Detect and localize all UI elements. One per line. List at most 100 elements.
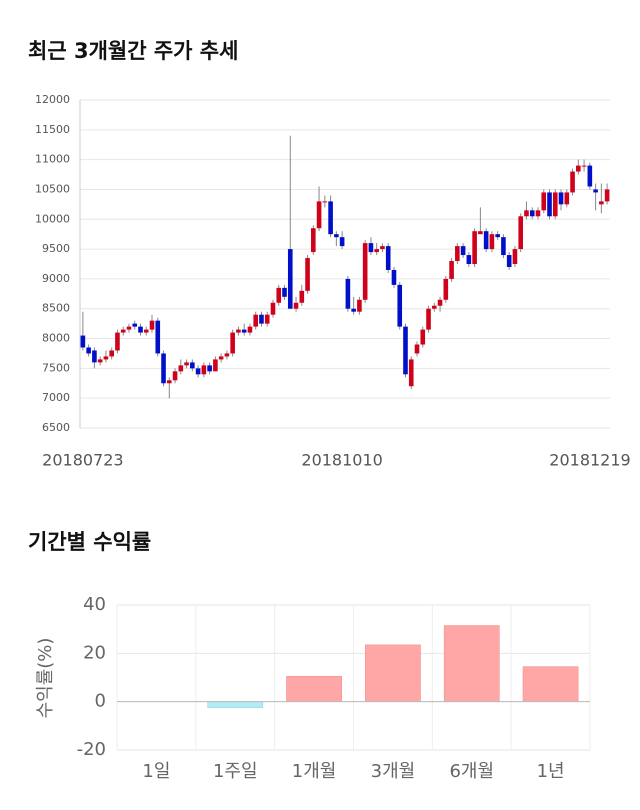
candle-body bbox=[293, 302, 299, 309]
candle-body bbox=[529, 210, 535, 217]
candle-body bbox=[501, 237, 506, 256]
candle-body bbox=[362, 243, 368, 300]
candle-body bbox=[466, 255, 472, 264]
candle-body bbox=[593, 189, 598, 193]
candle-body bbox=[115, 332, 120, 351]
candle-body bbox=[403, 326, 408, 375]
candle-body bbox=[311, 228, 316, 253]
candle-body bbox=[570, 171, 575, 193]
candle-body bbox=[576, 165, 581, 172]
candle-body bbox=[431, 305, 437, 309]
candle-body bbox=[166, 380, 172, 384]
candle-body bbox=[109, 350, 114, 357]
candle-body bbox=[328, 201, 333, 235]
candle-body bbox=[178, 365, 184, 372]
candle-body bbox=[236, 329, 241, 333]
chart-title: 기간별 수익률 bbox=[28, 530, 151, 554]
y-tick-label: 10000 bbox=[35, 212, 70, 225]
candle-body bbox=[564, 192, 570, 205]
candle-body bbox=[305, 258, 310, 291]
candle-body bbox=[380, 246, 385, 250]
y-tick-label: 10500 bbox=[35, 182, 70, 195]
bar bbox=[365, 644, 421, 702]
candle-body bbox=[368, 243, 374, 253]
bar bbox=[207, 701, 264, 708]
y-tick-label: 12000 bbox=[35, 93, 70, 106]
candle-body bbox=[195, 368, 201, 375]
candle-body bbox=[86, 347, 91, 354]
candle-body bbox=[172, 371, 178, 381]
candle-body bbox=[512, 249, 518, 264]
candle-body bbox=[276, 287, 282, 303]
candle-body bbox=[80, 335, 86, 348]
x-tick-label: 20181010 bbox=[301, 451, 382, 470]
y-tick-label: 9500 bbox=[42, 242, 70, 255]
candle-body bbox=[230, 332, 235, 354]
candle-body bbox=[190, 362, 195, 369]
candle-body bbox=[143, 329, 149, 333]
x-tick-label: 6개월 bbox=[449, 761, 494, 782]
candle-body bbox=[120, 329, 126, 333]
candle-body bbox=[541, 192, 547, 211]
candle-body bbox=[345, 278, 351, 309]
x-tick-label: 20180723 bbox=[42, 451, 123, 470]
x-tick-label: 20181219 bbox=[549, 451, 630, 470]
candle-body bbox=[270, 302, 276, 315]
candle-body bbox=[535, 210, 541, 217]
candle-body bbox=[299, 290, 305, 303]
candle-body bbox=[103, 356, 109, 360]
candle-body bbox=[455, 246, 460, 262]
candle-body bbox=[247, 326, 253, 333]
x-tick-label: 3개월 bbox=[371, 761, 416, 782]
x-tick-label: 1년 bbox=[537, 761, 565, 782]
candle-body bbox=[374, 249, 379, 253]
candle-body bbox=[587, 165, 593, 187]
x-tick-label: 1주일 bbox=[213, 761, 258, 782]
candle-body bbox=[552, 192, 558, 217]
candle-body bbox=[253, 314, 259, 327]
x-tick-label: 1일 bbox=[142, 761, 170, 782]
candle-body bbox=[334, 234, 339, 238]
y-tick-label: 7500 bbox=[42, 361, 70, 374]
x-tick-label: 1개월 bbox=[292, 761, 337, 782]
candle-body bbox=[495, 234, 500, 238]
candle-body bbox=[207, 365, 212, 372]
candle-body bbox=[161, 353, 166, 384]
y-tick-label: 6500 bbox=[42, 421, 70, 434]
candle-body bbox=[155, 320, 161, 354]
candle-body bbox=[604, 189, 610, 202]
candle-body bbox=[126, 326, 132, 330]
candle-body bbox=[224, 353, 230, 357]
candle-body bbox=[241, 329, 247, 333]
candle-body bbox=[351, 308, 356, 312]
candle-body bbox=[322, 201, 328, 203]
candle-body bbox=[264, 314, 270, 324]
candle-body bbox=[547, 192, 552, 217]
candle-body bbox=[218, 356, 224, 360]
candle-body bbox=[132, 323, 138, 327]
bar bbox=[522, 666, 579, 702]
candle-body bbox=[316, 201, 322, 229]
candle-body bbox=[385, 246, 391, 270]
candle-body bbox=[524, 210, 529, 217]
candle-body bbox=[420, 329, 426, 345]
y-tick-label: 11000 bbox=[35, 153, 70, 166]
candle-body bbox=[149, 320, 155, 330]
candle-body bbox=[357, 299, 362, 312]
y-tick-label: 11500 bbox=[35, 123, 70, 136]
candle-body bbox=[201, 365, 207, 375]
candle-body bbox=[506, 255, 512, 267]
y-tick-label: 20 bbox=[83, 642, 106, 663]
candle-body bbox=[138, 326, 143, 333]
candle-body bbox=[408, 359, 414, 387]
candle-body bbox=[518, 216, 524, 250]
candle-body bbox=[259, 314, 264, 324]
y-tick-label: 8000 bbox=[42, 332, 70, 345]
candle-body bbox=[92, 350, 97, 363]
y-tick-label: 8500 bbox=[42, 302, 70, 315]
candle-body bbox=[558, 192, 564, 205]
candle-body bbox=[97, 359, 103, 363]
chart-title: 최근 3개월간 주가 추세 bbox=[28, 39, 238, 63]
candle-body bbox=[460, 246, 466, 256]
candle-body bbox=[426, 308, 431, 330]
